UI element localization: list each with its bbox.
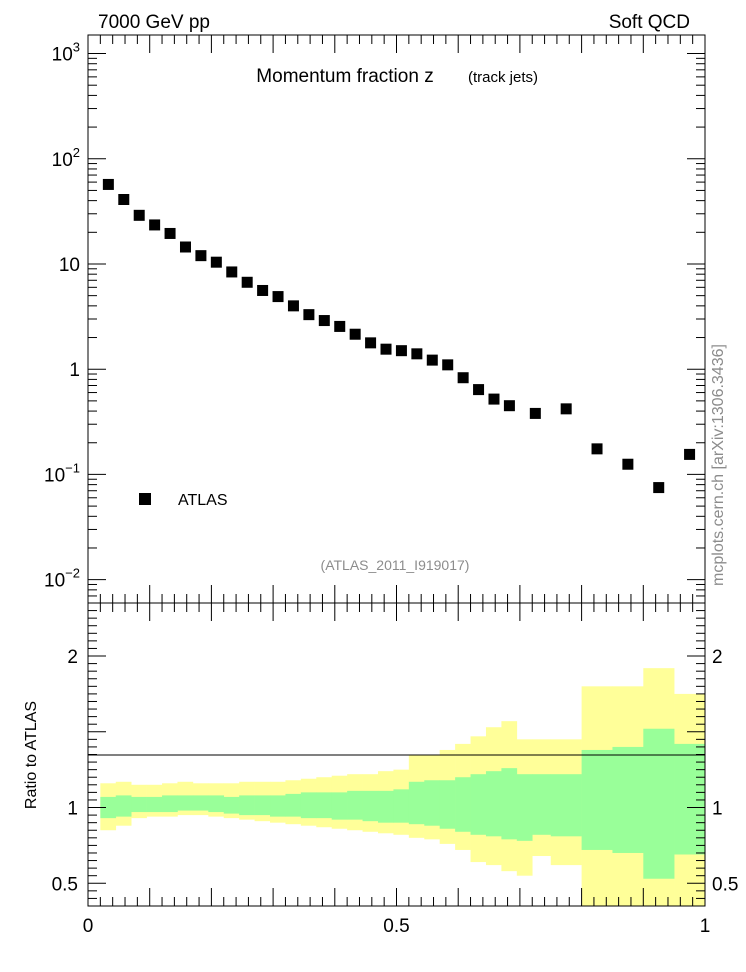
data-point [426, 354, 438, 366]
green-band-bin [501, 768, 518, 840]
green-band-bin [162, 795, 178, 813]
green-band-bin [347, 790, 363, 820]
data-points [102, 178, 696, 494]
data-point [179, 241, 191, 253]
x-tick-label: 0.5 [383, 916, 409, 937]
data-point [591, 443, 603, 455]
reference-label: (ATLAS_2011_I919017) [321, 557, 470, 573]
green-band-bin [550, 774, 582, 837]
data-point [349, 328, 361, 340]
main-plot-frame [87, 34, 706, 604]
green-band-bin [408, 781, 425, 825]
green-band-bin [455, 777, 471, 832]
ratio-y-tick-label-right: 1 [712, 799, 723, 820]
data-point [287, 300, 299, 312]
data-point [529, 407, 541, 419]
data-point [488, 393, 500, 405]
data-point [303, 309, 315, 321]
data-point [118, 193, 130, 205]
green-band-bin [362, 790, 379, 822]
green-band-bin [239, 795, 255, 816]
green-band-bin [643, 728, 675, 879]
green-band-bin [131, 796, 147, 813]
data-point [411, 348, 423, 360]
data-point [473, 384, 485, 396]
green-band-bin [439, 780, 456, 829]
x-tick-label: 0 [83, 916, 94, 937]
green-band-bin [612, 746, 644, 853]
ratio-bands [100, 668, 706, 906]
green-band-bin [424, 780, 440, 826]
green-band-bin [208, 795, 225, 813]
ratio-y-tick-label: 2 [67, 647, 78, 668]
green-band-bin [470, 774, 487, 835]
data-point [442, 359, 454, 371]
ratio-y-tick-label-right: 2 [712, 647, 723, 668]
ratio-y-tick-label: 0.5 [52, 874, 78, 895]
x-tick-label: 1 [700, 916, 711, 937]
green-band-bin [300, 792, 317, 819]
data-point [560, 403, 572, 415]
ratio-y-tick-label-right: 0.5 [712, 874, 738, 895]
data-point [195, 250, 207, 262]
green-band-bin [177, 795, 194, 811]
data-point [395, 345, 407, 357]
data-point [149, 219, 161, 231]
y-tick-label: 10−2 [44, 566, 80, 592]
y-tick-label: 102 [52, 145, 80, 171]
data-point [164, 227, 176, 239]
y-tick-label: 10−1 [44, 460, 80, 486]
green-band-bin [146, 796, 163, 813]
data-point [102, 178, 114, 190]
y-tick-label: 103 [52, 40, 80, 66]
green-band-bin [377, 790, 394, 823]
data-point [133, 209, 145, 221]
green-band-bin [331, 792, 348, 820]
ratio-y-tick-label: 1 [67, 799, 78, 820]
green-band-bin [254, 795, 271, 816]
data-point [318, 315, 330, 327]
data-point [503, 400, 515, 412]
green-band-bin [393, 789, 410, 823]
green-band-bin [516, 774, 533, 841]
green-band-bin [532, 774, 552, 835]
green-band-bin [316, 792, 333, 819]
data-point [257, 284, 269, 296]
data-point [622, 458, 634, 470]
data-point [457, 372, 469, 384]
y-tick-label: 1 [69, 360, 80, 381]
y-tick-label: 10 [59, 255, 80, 276]
chart-subtitle: (track jets) [468, 69, 538, 86]
header-left: 7000 GeV pp [98, 12, 210, 33]
data-point [380, 343, 392, 355]
green-band-bin [270, 795, 286, 817]
axis-ticks [87, 35, 706, 906]
side-credit-label: mcplots.cern.ch [arXiv:1306.3436] [710, 344, 727, 586]
green-band-bin [581, 749, 613, 850]
data-point [334, 320, 346, 332]
header-right: Soft QCD [609, 12, 690, 33]
green-band-bin [285, 793, 302, 817]
data-point [365, 337, 377, 349]
chart-title: Momentum fraction z [256, 66, 433, 87]
green-band-bin [100, 796, 117, 819]
data-point [241, 276, 253, 288]
legend-marker [139, 493, 151, 505]
data-point [210, 256, 222, 268]
green-band-bin [115, 795, 132, 817]
data-point [653, 482, 665, 494]
legend-label: ATLAS [178, 492, 228, 509]
data-point [226, 266, 238, 278]
ratio-y-axis-label: Ratio to ATLAS [23, 701, 40, 809]
data-point [272, 291, 284, 303]
green-band-bin [485, 771, 502, 837]
green-band-bin [223, 796, 240, 814]
green-band-bin [192, 795, 209, 811]
data-point [684, 448, 696, 460]
